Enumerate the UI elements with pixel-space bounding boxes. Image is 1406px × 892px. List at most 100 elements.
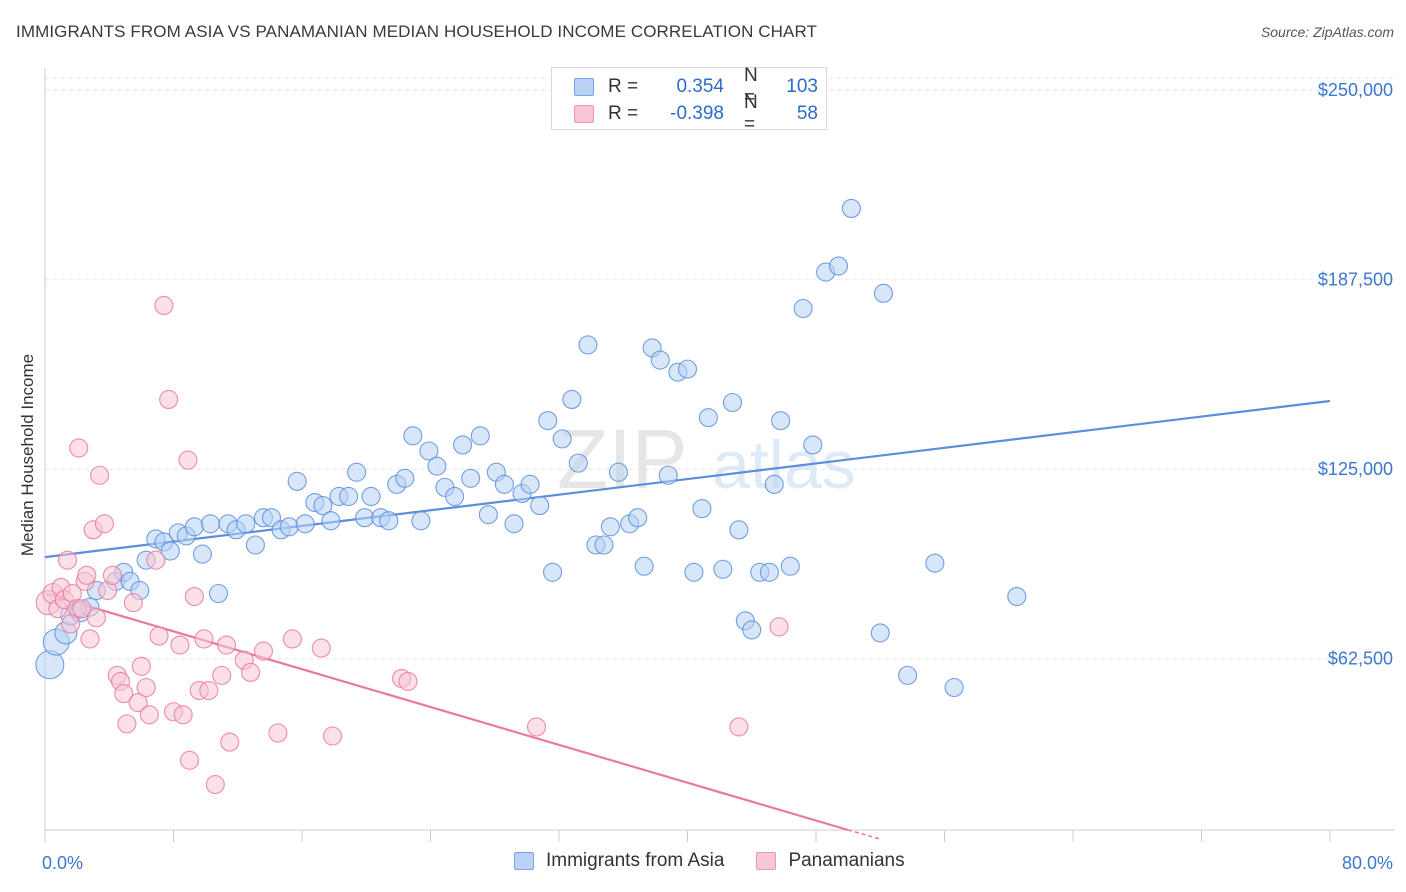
n-label: N =	[744, 92, 758, 135]
data-point	[205, 774, 225, 795]
chart-title: IMMIGRANTS FROM ASIA VS PANAMANIAN MEDIA…	[16, 22, 818, 41]
data-point	[339, 486, 359, 507]
data-point	[698, 408, 718, 428]
data-point	[771, 411, 791, 431]
data-point	[677, 359, 698, 379]
data-point	[199, 680, 219, 701]
legend-item-panamanians[interactable]: Panamanians	[756, 850, 905, 872]
data-point	[568, 453, 588, 473]
data-point	[279, 517, 299, 537]
asia-swatch	[574, 78, 594, 96]
data-point	[793, 298, 813, 319]
data-point	[212, 665, 232, 685]
y-tick-label: $125,000	[1318, 459, 1393, 479]
panamanian-swatch	[756, 852, 777, 870]
trend-line-extension	[847, 829, 881, 840]
data-point	[398, 671, 418, 691]
stats-legend: R = 0.354 N = 103 R = -0.398 N = 58	[551, 65, 827, 135]
legend-item-asia[interactable]: Immigrants from Asia	[514, 850, 724, 872]
data-point	[650, 350, 670, 370]
data-point	[114, 684, 134, 704]
data-point	[57, 550, 78, 570]
data-point	[136, 677, 156, 698]
data-point	[170, 635, 190, 655]
data-point	[520, 474, 540, 494]
data-point	[69, 438, 89, 458]
data-point	[173, 705, 193, 725]
data-point	[427, 456, 447, 476]
trend-line-1	[44, 592, 849, 832]
data-point	[355, 508, 375, 528]
data-point	[722, 392, 743, 413]
data-point	[241, 662, 261, 682]
data-point	[1007, 586, 1027, 607]
asia-swatch	[514, 852, 534, 870]
data-point	[102, 565, 123, 585]
data-point	[628, 508, 648, 528]
data-point	[504, 514, 524, 534]
data-point	[311, 638, 331, 658]
data-point	[139, 705, 159, 725]
data-point	[898, 665, 918, 685]
data-point	[713, 559, 733, 579]
series-1	[35, 295, 789, 795]
data-point	[658, 465, 678, 485]
data-point	[160, 541, 180, 561]
data-point	[729, 520, 749, 540]
data-point	[313, 496, 333, 516]
data-point	[253, 641, 274, 661]
data-point	[594, 535, 614, 555]
data-point	[77, 565, 97, 585]
data-point	[780, 556, 800, 576]
data-point	[184, 517, 204, 537]
data-point	[530, 496, 550, 516]
data-point	[870, 623, 890, 643]
data-point	[245, 535, 265, 555]
data-point	[578, 335, 598, 355]
axes	[44, 68, 1395, 842]
data-point	[543, 562, 563, 582]
data-point	[470, 426, 490, 446]
data-point	[828, 256, 849, 276]
data-point	[562, 389, 582, 410]
data-point	[322, 726, 343, 746]
data-points	[35, 198, 1027, 795]
data-point	[445, 486, 465, 507]
watermark: ZIP atlas	[557, 412, 856, 506]
data-point	[80, 629, 100, 649]
data-point	[461, 468, 481, 488]
data-point	[729, 717, 749, 737]
data-point	[478, 505, 498, 525]
data-point	[236, 514, 256, 534]
data-point	[803, 435, 823, 455]
data-point	[764, 474, 784, 494]
data-point	[117, 714, 137, 734]
data-point	[200, 514, 220, 534]
stats-row-panamanian: R = -0.398 N = 58	[574, 92, 818, 135]
data-point	[149, 626, 169, 646]
tick-labels: $62,500 $125,000 $187,500 $250,000 0.0% 80.0%	[42, 80, 1393, 873]
watermark-atlas: atlas	[712, 427, 856, 503]
data-point	[419, 441, 439, 461]
r-value: 0.354	[676, 76, 724, 97]
data-point	[180, 750, 200, 770]
legend-label: Immigrants from Asia	[546, 850, 725, 871]
data-point	[759, 562, 779, 582]
data-point	[769, 617, 789, 637]
data-point	[295, 514, 315, 534]
r-value: -0.398	[670, 103, 724, 124]
data-point	[184, 586, 204, 607]
stats-row-asia: R = 0.354 N = 103	[574, 65, 818, 108]
trend-lines	[44, 399, 1331, 840]
data-point	[552, 429, 572, 449]
r-label: R =	[608, 103, 639, 124]
data-point	[128, 693, 148, 713]
data-point	[944, 677, 964, 698]
series-0	[35, 198, 1027, 698]
data-point	[178, 450, 198, 470]
trend-line-0	[44, 399, 1331, 559]
data-point	[131, 656, 151, 676]
data-point	[220, 732, 240, 752]
data-point	[321, 511, 341, 531]
